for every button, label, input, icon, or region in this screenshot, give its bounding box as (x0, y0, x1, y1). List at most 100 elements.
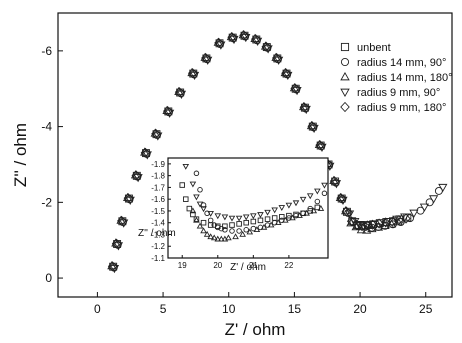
inset-y-axis-title: Z'' / ohm (138, 228, 176, 239)
inset-data-point (271, 215, 278, 221)
data-point (292, 86, 302, 96)
inset-data-point (321, 182, 328, 189)
data-point (428, 195, 439, 204)
inset-plot: 19 20 21 22 -1.1 -1.2 -1.3 -1.4 -1.5 -1.6 -1.7 -1.8… (138, 157, 329, 273)
inset-x-tick-label: 21 (249, 261, 258, 270)
data-point (409, 209, 419, 218)
inset-data-point (257, 212, 264, 219)
inset-data-point (196, 222, 204, 229)
inset-data-point (189, 181, 197, 188)
legend-label: radius 9 mm, 180° (357, 102, 446, 114)
inset-data-point (214, 213, 222, 220)
main-plot: 0 5 10 15 20 25 0 -2 -4 -6 (41, 12, 453, 316)
inset-data-point (222, 227, 228, 233)
data-point (355, 221, 365, 230)
legend-label: radius 14 mm, 180° (357, 72, 453, 84)
inset-data-point (214, 235, 222, 242)
inset-data-point (215, 223, 221, 229)
legend-marker (340, 42, 350, 52)
y-tick-label: -2 (41, 195, 52, 209)
inset-data-point (207, 211, 214, 217)
inset-data-point (239, 230, 246, 237)
inset-x-tick-label: 19 (178, 261, 187, 270)
data-point (109, 264, 120, 274)
inset-y-tick-label: -1.5 (151, 207, 165, 216)
inset-data-point (225, 234, 232, 241)
data-point (111, 238, 122, 249)
inset-data-point (183, 196, 189, 202)
data-point (165, 109, 175, 118)
inset-data-point (242, 214, 250, 221)
data-point (283, 71, 293, 81)
data-point (174, 87, 185, 98)
inset-data-point (293, 211, 299, 218)
inset-y-tick-label: -1.4 (151, 219, 165, 228)
main-plot-frame (57, 12, 453, 298)
x-tick-label: 10 (222, 302, 236, 316)
data-point (241, 33, 251, 43)
inset-data-point (235, 215, 243, 222)
inset-data-point (200, 219, 207, 226)
y-tick-label: -4 (41, 120, 52, 134)
inset-data-point (228, 215, 236, 222)
data-point (189, 71, 200, 81)
inset-data-point (264, 209, 271, 216)
inset-data-point (243, 227, 249, 233)
data-point (216, 41, 226, 50)
inset-data-point (253, 226, 261, 233)
x-axis-title: Z' / ohm (225, 320, 286, 339)
inset-data-point (271, 207, 278, 214)
data-point (153, 132, 163, 141)
inset-data-point (299, 196, 307, 203)
inset-data-point (243, 219, 249, 226)
data-point (119, 219, 129, 228)
inset-data-point (196, 201, 204, 208)
inset-y-tick-label: -1.6 (151, 195, 165, 204)
data-point (123, 193, 133, 204)
inset-data-point (207, 233, 214, 240)
inset-y-tick-label: -1.8 (151, 172, 165, 181)
data-point (317, 143, 327, 152)
inset-y-tick-label: -1.9 (151, 160, 165, 169)
data-point (281, 68, 291, 79)
inset-data-point (286, 212, 292, 219)
data-point (329, 176, 340, 187)
data-point (274, 56, 284, 65)
data-point (140, 147, 150, 158)
inset-data-point (236, 221, 242, 227)
inset-data-point (179, 182, 185, 188)
data-point (346, 216, 357, 227)
inset-y-tick-label: -1.3 (151, 230, 165, 239)
data-point (299, 102, 309, 113)
data-point (253, 37, 263, 46)
data-point (142, 151, 152, 160)
inset-x-tick-label: 20 (213, 261, 222, 270)
inset-plot-frame (167, 157, 329, 259)
data-point (214, 37, 224, 48)
inset-data-point (278, 205, 286, 211)
data-point (151, 128, 161, 139)
inset-data-point (200, 206, 207, 213)
data-point (384, 218, 394, 227)
x-tick-label: 25 (419, 302, 433, 316)
y-axis-title: Z'' / ohm (11, 123, 30, 187)
inset-data-point (321, 190, 328, 197)
inset-data-point (203, 230, 211, 237)
inset-data-point (197, 187, 203, 193)
inset-data-point (292, 200, 300, 207)
inset-data-point (229, 222, 235, 228)
inset-data-point (282, 216, 289, 223)
legend-marker (340, 71, 350, 81)
inset-y-tick-label: -1.7 (151, 183, 165, 192)
inset-data-point (257, 217, 264, 224)
legend-label: radius 9 mm, 90° (357, 87, 440, 99)
inset-data-point (314, 198, 321, 205)
inset-y-tick-label: -1.1 (151, 254, 165, 263)
inset-x-axis-title: Z' / ohm (230, 262, 266, 273)
data-point (338, 196, 348, 206)
inset-data-point (193, 216, 200, 222)
legend-marker (340, 57, 350, 67)
inset-data-point (285, 202, 293, 209)
data-point (251, 34, 261, 45)
data-point (107, 261, 118, 272)
